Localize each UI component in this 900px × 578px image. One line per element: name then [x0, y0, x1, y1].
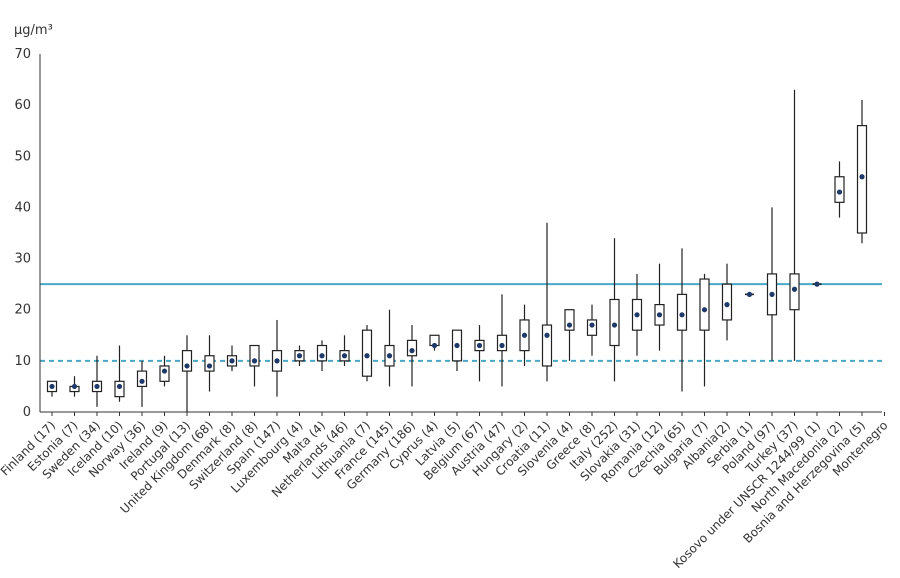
box-12 — [316, 340, 328, 372]
median-marker — [656, 312, 663, 318]
iqr-box — [699, 278, 710, 331]
y-tick-label: 30 — [14, 252, 31, 267]
iqr-box — [249, 344, 260, 367]
median-marker — [679, 312, 685, 318]
box-9 — [249, 344, 260, 387]
box-26 — [631, 273, 643, 356]
median-marker — [814, 281, 820, 287]
box-34 — [812, 281, 822, 287]
box-31 — [745, 291, 754, 297]
median-marker — [499, 342, 505, 349]
box-4 — [136, 360, 148, 407]
y-tick-label: 50 — [14, 149, 31, 164]
median-marker — [71, 383, 78, 390]
box-21 — [519, 304, 530, 366]
iqr-box — [541, 324, 553, 367]
median-marker — [206, 363, 213, 369]
median-marker — [116, 383, 123, 390]
median-marker — [161, 368, 168, 374]
box-15 — [384, 309, 395, 387]
box-23 — [564, 309, 575, 361]
median-marker — [49, 383, 55, 390]
box-20 — [496, 294, 508, 387]
median-marker — [836, 189, 843, 195]
median-marker — [634, 312, 640, 318]
boxes — [46, 89, 868, 412]
median-marker — [769, 291, 775, 297]
box-22 — [541, 222, 553, 382]
box-2 — [91, 355, 103, 407]
box-7 — [204, 335, 215, 392]
box-27 — [654, 263, 665, 351]
box-14 — [361, 325, 373, 382]
box-18 — [451, 329, 463, 372]
y-tick-label: 70 — [14, 47, 31, 62]
x-axis-category-labels: Finland (17)Estonia (7)Sweden (34)Icelan… — [0, 418, 891, 571]
box-33 — [789, 89, 800, 361]
median-marker — [544, 332, 550, 338]
median-marker — [746, 291, 753, 297]
box-30 — [721, 263, 733, 341]
box-13 — [339, 335, 350, 366]
box-36 — [856, 100, 868, 244]
box-0 — [46, 380, 58, 397]
box-8 — [226, 345, 238, 372]
median-marker — [274, 358, 280, 364]
box-3 — [114, 345, 125, 402]
box-16 — [406, 325, 418, 387]
y-tick-label: 20 — [14, 303, 31, 318]
axes — [39, 54, 885, 416]
median-marker — [409, 348, 415, 354]
y-tick-label: 40 — [14, 200, 31, 215]
y-tick-label: 0 — [23, 405, 31, 420]
median-marker — [791, 286, 798, 292]
y-axis-unit-label: μg/m³ — [14, 23, 53, 38]
box-24 — [586, 304, 598, 356]
box-29 — [699, 273, 710, 387]
box-32 — [766, 207, 778, 361]
box-6 — [181, 335, 193, 412]
y-tick-label: 10 — [14, 354, 31, 369]
median-marker — [431, 342, 438, 349]
median-marker — [611, 322, 618, 328]
box-25 — [609, 238, 620, 382]
median-marker — [476, 342, 483, 349]
median-marker — [521, 332, 528, 338]
iqr-box — [181, 350, 193, 372]
median-marker — [184, 363, 190, 369]
reference-lines — [40, 283, 882, 362]
y-axis-ticks: 0 10 20 30 40 50 60 70 — [14, 47, 31, 420]
median-marker — [319, 353, 325, 359]
median-marker — [341, 353, 348, 359]
box-1 — [69, 376, 80, 397]
box-28 — [676, 248, 688, 392]
median-marker — [859, 174, 865, 180]
box-17 — [429, 334, 440, 351]
box-19 — [474, 325, 485, 382]
median-marker — [94, 383, 100, 390]
median-marker — [251, 358, 258, 364]
box-10 — [271, 319, 283, 397]
y-tick-label: 60 — [14, 98, 31, 113]
median-marker — [701, 307, 708, 313]
median-marker — [589, 322, 595, 328]
median-marker — [454, 342, 460, 349]
median-marker — [364, 353, 370, 359]
box-11 — [294, 345, 305, 366]
iqr-box — [564, 309, 575, 331]
median-marker — [296, 353, 303, 359]
median-marker — [566, 322, 573, 328]
median-marker — [724, 302, 730, 308]
median-marker — [229, 358, 235, 364]
box-35 — [834, 161, 845, 218]
box-5 — [159, 355, 170, 387]
median-marker — [386, 353, 393, 359]
median-marker — [139, 378, 145, 384]
